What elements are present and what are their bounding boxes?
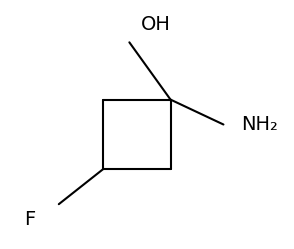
Text: OH: OH: [141, 15, 171, 34]
Text: F: F: [24, 210, 35, 229]
Text: NH₂: NH₂: [241, 115, 278, 134]
